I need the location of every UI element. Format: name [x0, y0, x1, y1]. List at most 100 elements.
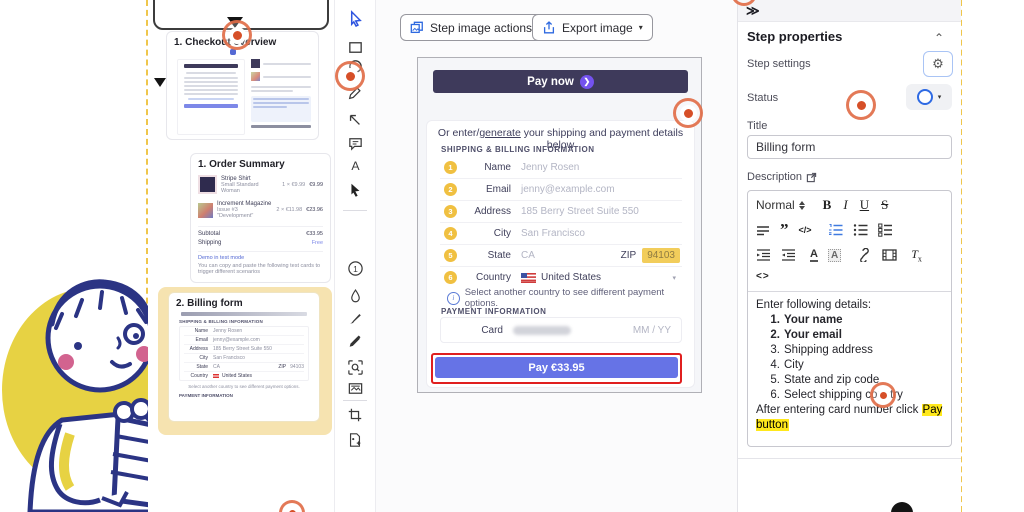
gear-icon: ⚙ [932, 56, 944, 71]
indent-button[interactable] [781, 248, 796, 262]
pointer-click-icon [351, 183, 360, 197]
step-thumbnail-billing-form[interactable]: 2. Billing form SHIPPING & BILLING INFOR… [168, 292, 320, 422]
click-target-description[interactable] [870, 382, 896, 408]
field-row-address: 3 Address 185 Berry Street Suite 550 [440, 201, 682, 223]
tool-cursor[interactable] [345, 8, 365, 28]
italic-button[interactable]: I [843, 197, 848, 212]
tool-comment[interactable] [345, 133, 365, 153]
tool-magnify-area[interactable] [345, 357, 365, 377]
ordered-list-button[interactable] [828, 223, 843, 237]
tool-step-number[interactable]: 1 [345, 258, 365, 278]
click-target-screenshot[interactable] [673, 98, 703, 128]
arrow-icon [349, 114, 360, 125]
mini-field-label: State [196, 364, 208, 370]
screenshot-pay-now-button: Pay now ❯ [433, 70, 688, 93]
product-thumb-magazine [198, 202, 213, 218]
bullet-list-button[interactable] [853, 223, 868, 237]
line-spacing-icon[interactable] [756, 223, 770, 237]
tool-crop[interactable] [345, 405, 365, 425]
mini-zip-value: 94103 [290, 364, 304, 370]
editor-canvas[interactable]: Step image actions ▾ Export image ▾ Pay … [376, 0, 737, 512]
red-annotation-box[interactable]: Pay €33.95 [431, 353, 682, 384]
step-properties-panel: ≫ Step properties ⌃ Step settings ⚙ Stat… [737, 0, 961, 512]
external-link-icon[interactable] [806, 172, 817, 183]
tool-highlighter[interactable] [345, 331, 365, 351]
person-illustration [2, 279, 178, 512]
tool-frame-image[interactable] [345, 378, 365, 398]
chevron-down-icon: ▾ [937, 94, 942, 101]
zip-value-highlight: 94103 [642, 248, 680, 263]
mini-field-value: CA [213, 364, 220, 370]
click-target-status[interactable] [846, 90, 876, 120]
step-thumbnail-order-summary[interactable]: 1. Order Summary Stripe Shirt Small Stan… [190, 153, 331, 283]
mini-info-note: Select another country to see different … [188, 384, 300, 389]
step-image-actions-button[interactable]: Step image actions ▾ [400, 14, 553, 41]
checkout-fields: 1 Name Jenny Rosen 2 Email jenny@example… [440, 157, 682, 288]
field-value: United States [541, 272, 602, 283]
help-floating-button[interactable] [891, 502, 913, 512]
description-intro: Enter following details: [756, 299, 872, 311]
export-image-button[interactable]: Export image ▾ [532, 14, 653, 41]
video-embed-button[interactable] [882, 248, 897, 262]
card-field-row: Card MM / YY [440, 317, 682, 343]
tool-rectangle[interactable] [345, 37, 365, 57]
field-label: City [493, 228, 511, 239]
field-value: Jenny Rosen [521, 162, 580, 173]
subtotal-label: Subtotal [198, 231, 221, 237]
mini-field-label: City [199, 355, 208, 361]
click-target-ellipse-tool[interactable] [335, 61, 365, 91]
field-label: State [487, 250, 511, 261]
strikethrough-button[interactable]: S [881, 197, 889, 212]
check-list-button[interactable] [877, 223, 893, 237]
field-row-city: 4 City San Francisco [440, 223, 682, 245]
item-qty: 2 × €11.98 [276, 207, 303, 213]
click-target-step1[interactable] [222, 20, 252, 50]
description-content[interactable]: Enter following details: 1. Your name 2. Y… [748, 294, 951, 437]
format-select[interactable]: Normal [756, 198, 795, 212]
collapse-panel-icon[interactable]: ≫ [746, 3, 760, 18]
field-row-state-zip: 5 State CA ZIP 94103 [440, 245, 682, 267]
title-input[interactable]: Billing form [747, 135, 952, 159]
item-variant: Small Standard Woman [221, 181, 259, 194]
link-button[interactable] [857, 248, 872, 263]
outdent-button[interactable] [756, 248, 771, 262]
code-block-button[interactable]: <> [756, 271, 770, 282]
bold-button[interactable]: B [822, 197, 832, 212]
info-icon: i [447, 291, 460, 305]
step-thumbnail-title: 1. Order Summary [198, 159, 285, 170]
collapse-steps-arrow-icon[interactable] [154, 78, 166, 87]
svg-text:1: 1 [353, 263, 358, 273]
tool-blur[interactable] [345, 285, 365, 305]
format-select-arrows-icon[interactable] [798, 200, 805, 210]
shipping-value: Free [311, 240, 323, 246]
step-screenshot[interactable]: Pay now ❯ Or enter/generate your shippin… [417, 57, 702, 393]
inline-code-button[interactable]: </> [798, 225, 812, 235]
tool-pen[interactable] [345, 83, 365, 103]
field-row-email: 2 Email jenny@example.com [440, 179, 682, 201]
collapse-section-icon[interactable]: ⌃ [934, 31, 945, 45]
shipping-billing-header: SHIPPING & BILLING INFORMATION [441, 145, 595, 154]
status-dropdown[interactable]: ▾ [906, 84, 952, 110]
background-color-button[interactable]: A [827, 248, 842, 262]
step-settings-button[interactable]: ⚙ [923, 51, 953, 77]
blockquote-button[interactable]: ” [780, 220, 789, 239]
list-item: 6. Select shipping country [770, 389, 903, 401]
tool-arrow[interactable] [345, 110, 365, 130]
expiry-placeholder: MM / YY [632, 324, 671, 336]
tool-text[interactable]: A [345, 155, 365, 175]
click-target-bottom[interactable] [279, 500, 305, 512]
text-color-button[interactable]: A [810, 248, 818, 263]
underline-button[interactable]: U [859, 197, 870, 212]
mini-order-summary [251, 59, 311, 133]
clear-format-button[interactable]: Tx [911, 247, 922, 264]
droplet-icon [350, 288, 360, 302]
cursor-icon [350, 9, 362, 27]
tool-add-image[interactable] [345, 430, 365, 450]
editor-toolbar-row4: <> [756, 271, 770, 282]
panel-title: Step properties [747, 29, 843, 44]
field-value: jenny@example.com [521, 184, 615, 195]
tool-brush[interactable] [345, 308, 365, 328]
field-label: Email [485, 184, 511, 195]
field-label: Address [474, 206, 511, 217]
tool-click-pointer[interactable] [345, 180, 365, 200]
